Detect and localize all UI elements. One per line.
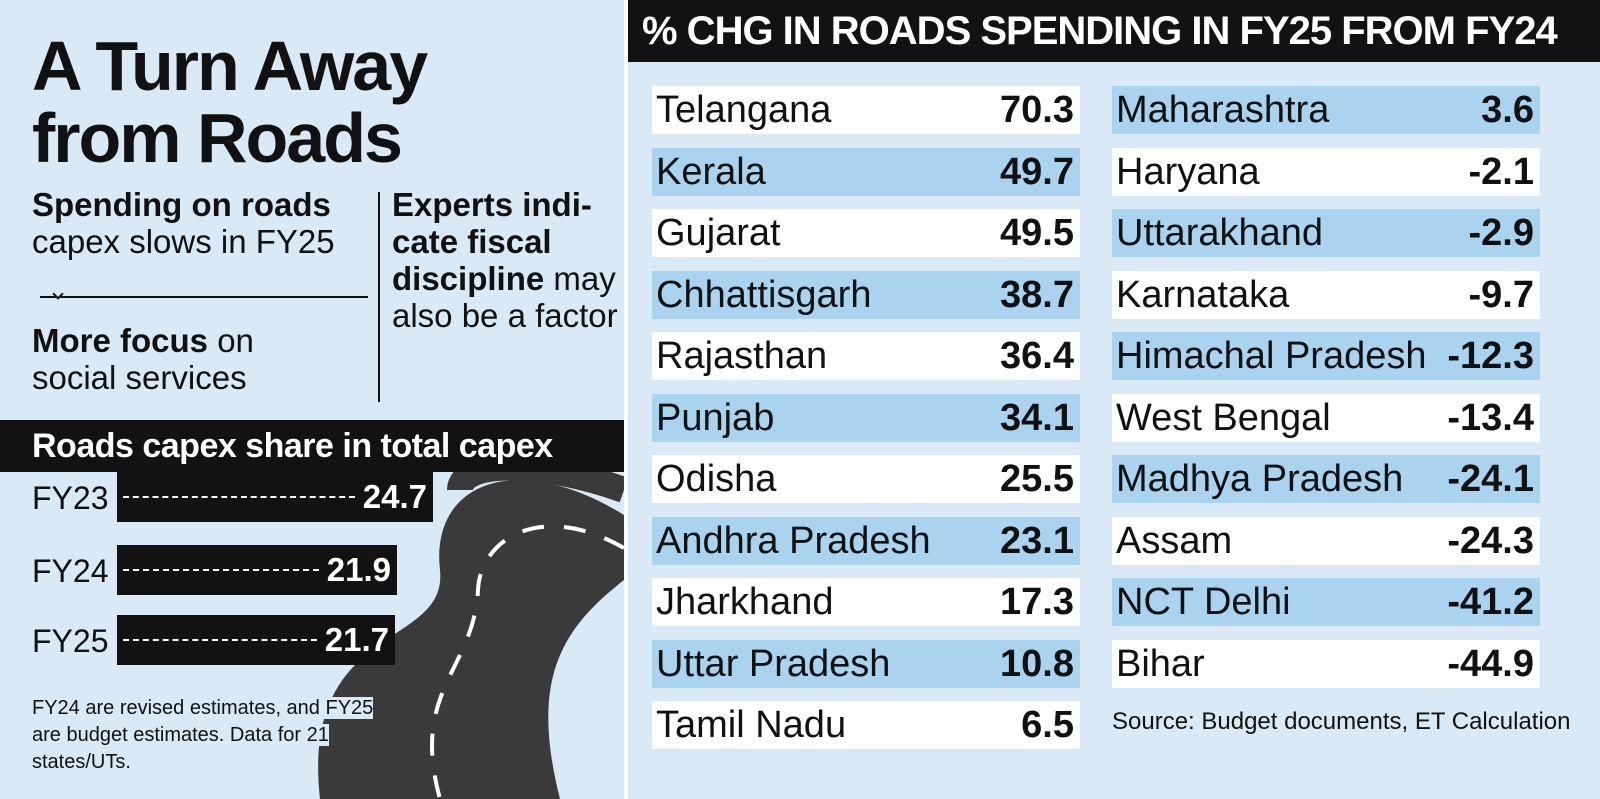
table-row: Madhya Pradesh -24.1 (1112, 455, 1540, 503)
callout-line (40, 296, 368, 298)
change-value: -41.2 (1447, 581, 1534, 623)
table-row: Gujarat 49.5 (652, 209, 1080, 257)
table-row: Karnataka -9.7 (1112, 270, 1540, 319)
change-value: 49.5 (1000, 212, 1074, 254)
table-row: Himachal Pradesh -12.3 (1112, 332, 1540, 380)
subtitle-spending-bold: Spending on roads (32, 186, 331, 223)
table-row: Kerala 49.7 (652, 147, 1080, 196)
table-row: Andhra Pradesh 23.1 (652, 516, 1080, 565)
state-name: Bihar (1116, 642, 1205, 685)
subtitle-experts-rest: may also be a factor (392, 260, 618, 334)
state-name: Kerala (656, 150, 766, 193)
change-value: 36.4 (1000, 335, 1074, 377)
change-value: -24.1 (1447, 458, 1534, 500)
table-row: NCT Delhi -41.2 (1112, 578, 1540, 626)
state-name: Gujarat (656, 212, 781, 254)
footnote-text: FY24 are revised estimates, and FY25 are… (32, 697, 374, 773)
state-name: Andhra Pradesh (656, 519, 931, 562)
change-value: 23.1 (1000, 519, 1074, 562)
right-panel: % CHG IN ROADS SPENDING IN FY25 FROM FY2… (628, 0, 1600, 799)
change-value: -2.1 (1468, 150, 1534, 193)
change-value: 17.3 (1000, 581, 1074, 623)
bar-leader-line (123, 639, 317, 641)
change-value: 70.3 (1000, 89, 1074, 131)
left-panel: A Turn Away from Roads Spending on roads… (0, 0, 624, 799)
change-value: 25.5 (1000, 458, 1074, 500)
subtitle-divider (378, 192, 380, 402)
change-value: -24.3 (1447, 519, 1534, 562)
bar-value-label: 21.9 (326, 551, 391, 588)
change-value: 6.5 (1021, 704, 1074, 746)
bar-value-label: 24.7 (362, 478, 427, 515)
change-value: 49.7 (1000, 150, 1074, 193)
table-row: Tamil Nadu 6.5 (652, 701, 1080, 749)
bar-label-fy25: FY25 (32, 623, 109, 659)
page-title: A Turn Away from Roads (32, 27, 428, 177)
table-column-left: Telangana 70.3 Kerala 49.7 Gujarat 49.5 Chhatt… (652, 86, 1080, 763)
subtitle-experts: Experts indi-cate fiscal discipline may … (392, 186, 622, 334)
table-row: Uttarakhand -2.9 (1112, 209, 1540, 257)
table-row: Haryana -2.1 (1112, 147, 1540, 196)
table-row: Jharkhand 17.3 (652, 578, 1080, 626)
change-value: -44.9 (1447, 642, 1534, 685)
table-row: Uttar Pradesh 10.8 (652, 639, 1080, 688)
table-row: Telangana 70.3 (652, 86, 1080, 134)
state-name: NCT Delhi (1116, 581, 1291, 623)
panel-divider (624, 0, 628, 799)
state-name: Himachal Pradesh (1116, 335, 1427, 377)
state-name: Madhya Pradesh (1116, 458, 1404, 500)
bar-fy24: 21.9 (117, 545, 397, 595)
state-name: Chhattisgarh (656, 273, 872, 316)
state-name: Tamil Nadu (656, 704, 847, 746)
footnote: FY24 are revised estimates, and FY25 are… (32, 695, 392, 776)
table-column-right: Maharashtra 3.6 Haryana -2.1 Uttarakhand -2.9… (1112, 86, 1540, 701)
table-row: Odisha 25.5 (652, 455, 1080, 503)
change-value: -9.7 (1468, 273, 1534, 316)
bar-label-fy24: FY24 (32, 553, 109, 589)
subtitle-spending-rest: capex slows in FY25 (32, 223, 335, 260)
bar-leader-line (123, 496, 355, 498)
state-name: Karnataka (1116, 273, 1290, 316)
change-value: 34.1 (1000, 396, 1074, 439)
bar-leader-line (123, 569, 319, 571)
state-name: West Bengal (1116, 396, 1331, 439)
state-name: Odisha (656, 458, 777, 500)
subtitle-experts-bold: Experts indi-cate fiscal discipline (392, 186, 592, 297)
change-value: -12.3 (1447, 335, 1534, 377)
source-note: Source: Budget documents, ET Calculation (1112, 708, 1571, 735)
state-name: Rajasthan (656, 335, 828, 377)
subtitle-spending: Spending on roads capex slows in FY25 (32, 186, 372, 260)
change-value: -2.9 (1468, 212, 1534, 254)
state-name: Uttarakhand (1116, 212, 1324, 254)
table-row: West Bengal -13.4 (1112, 393, 1540, 442)
capex-chart-title: Roads capex share in total capex (0, 420, 624, 472)
state-name: Uttar Pradesh (656, 642, 891, 685)
bar-value-label: 21.7 (324, 621, 389, 658)
state-name: Haryana (1116, 150, 1260, 193)
state-name: Telangana (656, 89, 832, 131)
change-value: 3.6 (1481, 89, 1534, 131)
state-name: Maharashtra (1116, 89, 1330, 131)
table-row: Chhattisgarh 38.7 (652, 270, 1080, 319)
road-centre-line (430, 524, 624, 799)
table-row: Assam -24.3 (1112, 516, 1540, 565)
change-value: 10.8 (1000, 642, 1074, 685)
bar-label-fy23: FY23 (32, 480, 109, 516)
state-name: Punjab (656, 396, 775, 439)
table-row: Punjab 34.1 (652, 393, 1080, 442)
bar-fy25: 21.7 (117, 615, 395, 665)
table-title: % CHG IN ROADS SPENDING IN FY25 FROM FY2… (628, 0, 1600, 62)
change-value: -13.4 (1447, 396, 1534, 439)
road-surface (318, 480, 624, 799)
table-row: Rajasthan 36.4 (652, 332, 1080, 380)
bar-fy23: 24.7 (117, 472, 433, 522)
subtitle-focus-rest: on social services (32, 322, 254, 396)
table-row: Maharashtra 3.6 (1112, 86, 1540, 134)
state-name: Jharkhand (656, 581, 834, 623)
subtitle-focus: More focus on social services (32, 322, 332, 396)
subtitle-focus-bold: More focus (32, 322, 209, 359)
change-value: 38.7 (1000, 273, 1074, 316)
table-row: Bihar -44.9 (1112, 639, 1540, 688)
state-name: Assam (1116, 519, 1233, 562)
